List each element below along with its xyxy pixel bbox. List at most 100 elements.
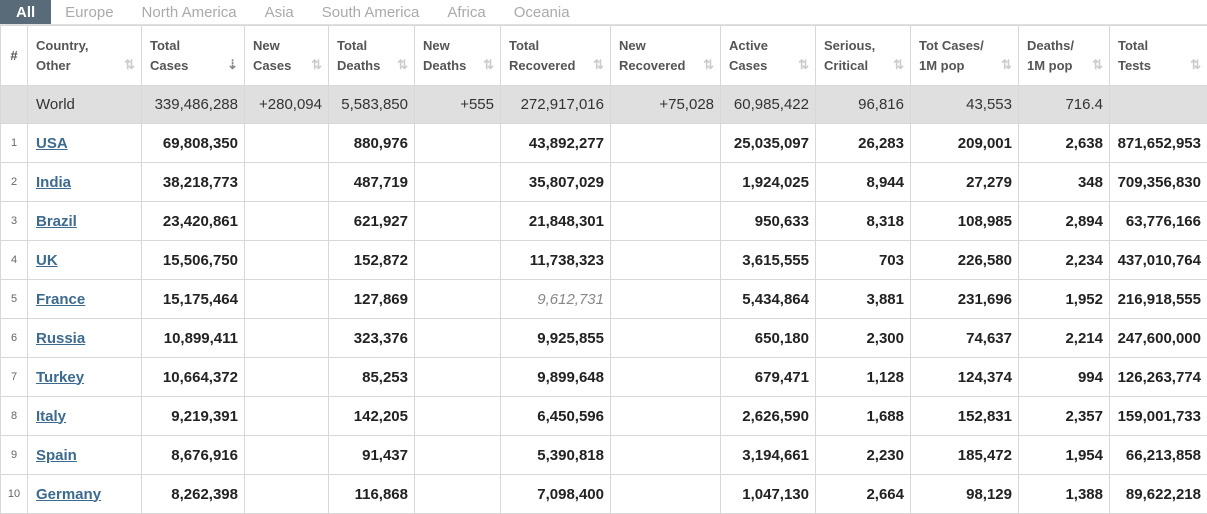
column-header-label: 1M pop xyxy=(1027,58,1073,73)
sort-arrows-icon[interactable]: ⇅ xyxy=(1001,55,1012,75)
sort-descending-icon[interactable]: ⇣ xyxy=(227,55,238,75)
sort-arrows-icon[interactable]: ⇅ xyxy=(593,55,604,75)
data-cell: 8,944 xyxy=(816,163,911,202)
column-header[interactable]: Serious,Critical⇅ xyxy=(816,26,911,86)
sort-arrows-icon[interactable]: ⇅ xyxy=(483,55,494,75)
column-header-label: Cases xyxy=(253,58,291,73)
data-cell xyxy=(245,163,329,202)
data-cell xyxy=(245,241,329,280)
column-header-label: 1M pop xyxy=(919,58,965,73)
data-cell: 15,506,750 xyxy=(142,241,245,280)
data-cell: 8,318 xyxy=(816,202,911,241)
data-cell xyxy=(245,202,329,241)
sort-arrows-icon[interactable]: ⇅ xyxy=(703,55,714,75)
data-cell: 339,486,288 xyxy=(142,86,245,124)
data-cell xyxy=(245,280,329,319)
country-link[interactable]: USA xyxy=(36,135,68,152)
data-cell xyxy=(415,280,501,319)
sort-arrows-icon[interactable]: ⇅ xyxy=(798,55,809,75)
tab-south-america[interactable]: South America xyxy=(308,0,434,24)
country-link[interactable]: India xyxy=(36,174,71,191)
data-cell: 2,234 xyxy=(1019,241,1110,280)
data-cell: 621,927 xyxy=(329,202,415,241)
column-header[interactable]: Country,Other⇅ xyxy=(28,26,142,86)
country-link[interactable]: UK xyxy=(36,252,58,269)
data-cell: 10,664,372 xyxy=(142,358,245,397)
data-cell: 127,869 xyxy=(329,280,415,319)
sort-arrows-icon[interactable]: ⇅ xyxy=(311,55,322,75)
sort-arrows-icon[interactable]: ⇅ xyxy=(397,55,408,75)
country-cell: Turkey xyxy=(28,358,142,397)
tab-all[interactable]: All xyxy=(0,0,51,24)
sort-arrows-icon[interactable]: ⇅ xyxy=(1190,55,1201,75)
country-cell: Italy xyxy=(28,397,142,436)
region-tabs: All Europe North America Asia South Amer… xyxy=(0,0,1207,25)
country-link[interactable]: Turkey xyxy=(36,369,84,386)
data-cell: 43,553 xyxy=(911,86,1019,124)
sort-arrows-icon[interactable]: ⇅ xyxy=(124,55,135,75)
column-header-label: Other xyxy=(36,58,71,73)
data-cell: 2,894 xyxy=(1019,202,1110,241)
data-cell xyxy=(415,358,501,397)
data-cell: 85,253 xyxy=(329,358,415,397)
data-cell: 142,205 xyxy=(329,397,415,436)
data-cell: 1,952 xyxy=(1019,280,1110,319)
country-link[interactable]: Brazil xyxy=(36,213,77,230)
country-link[interactable]: Spain xyxy=(36,447,77,464)
data-cell xyxy=(415,124,501,163)
data-cell: 216,918,555 xyxy=(1110,280,1207,319)
data-cell: 66,213,858 xyxy=(1110,436,1207,475)
country-link[interactable]: Italy xyxy=(36,408,66,425)
data-cell: 5,390,818 xyxy=(501,436,611,475)
country-link[interactable]: Russia xyxy=(36,330,85,347)
data-cell xyxy=(415,163,501,202)
country-link[interactable]: Germany xyxy=(36,486,101,503)
data-cell: 1,924,025 xyxy=(721,163,816,202)
data-cell xyxy=(1110,86,1207,124)
data-cell xyxy=(245,358,329,397)
data-cell: 994 xyxy=(1019,358,1110,397)
data-cell: 23,420,861 xyxy=(142,202,245,241)
country-cell: UK xyxy=(28,241,142,280)
data-cell: 11,738,323 xyxy=(501,241,611,280)
sort-arrows-icon[interactable]: ⇅ xyxy=(893,55,904,75)
data-cell: 69,808,350 xyxy=(142,124,245,163)
column-header[interactable]: Tot Cases/1M pop⇅ xyxy=(911,26,1019,86)
data-cell xyxy=(611,475,721,514)
sort-arrows-icon[interactable]: ⇅ xyxy=(1092,55,1103,75)
row-index: 4 xyxy=(1,241,28,280)
data-cell xyxy=(245,397,329,436)
row-index: 8 xyxy=(1,397,28,436)
tab-europe[interactable]: Europe xyxy=(51,0,127,24)
data-cell xyxy=(611,241,721,280)
country-cell: Spain xyxy=(28,436,142,475)
data-cell xyxy=(611,319,721,358)
data-cell: 2,357 xyxy=(1019,397,1110,436)
country-link[interactable]: France xyxy=(36,291,85,308)
column-header-label: Total xyxy=(1118,38,1148,53)
tab-oceania[interactable]: Oceania xyxy=(500,0,584,24)
tab-africa[interactable]: Africa xyxy=(433,0,499,24)
data-cell xyxy=(611,202,721,241)
tab-asia[interactable]: Asia xyxy=(251,0,308,24)
data-cell: 10,899,411 xyxy=(142,319,245,358)
row-index: 9 xyxy=(1,436,28,475)
data-cell: 8,262,398 xyxy=(142,475,245,514)
column-header-label: Serious, xyxy=(824,38,875,53)
data-cell xyxy=(415,202,501,241)
data-cell xyxy=(611,280,721,319)
data-cell: 152,831 xyxy=(911,397,1019,436)
data-cell: 2,664 xyxy=(816,475,911,514)
tab-north-america[interactable]: North America xyxy=(128,0,251,24)
column-header[interactable]: Deaths/1M pop⇅ xyxy=(1019,26,1110,86)
